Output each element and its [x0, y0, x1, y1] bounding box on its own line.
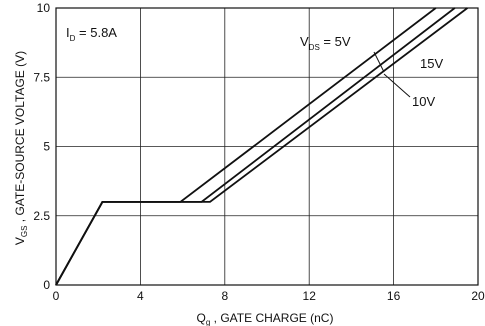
series-lines	[55, 7, 468, 286]
y-axis-label: VGS , GATE-SOURCE VOLTAGE (V)	[13, 51, 29, 245]
grid-lines	[55, 7, 479, 286]
series-line-15v	[55, 7, 468, 286]
series-pointer-10v	[383, 73, 411, 98]
x-tick-label: 12	[303, 289, 317, 303]
y-tick-label: 2.5	[33, 209, 50, 223]
y-tick-labels: 0 2.5 5 7.5 10	[33, 1, 50, 292]
series-label-15v: 15V	[420, 56, 443, 71]
x-tick-label: 8	[221, 289, 228, 303]
x-axis-label: Qg , GATE CHARGE (nC)	[197, 311, 334, 326]
id-annotation: ID = 5.8A	[66, 25, 117, 43]
series-pointer-5v	[373, 51, 385, 73]
x-tick-label: 4	[137, 289, 144, 303]
series-label-10v: 10V	[412, 94, 435, 109]
x-tick-label: 0	[53, 289, 60, 303]
y-tick-label: 7.5	[33, 70, 50, 84]
x-tick-labels: 0 4 8 12 16 20	[53, 289, 485, 303]
plot-frame	[55, 7, 479, 286]
y-tick-label: 0	[43, 278, 50, 292]
vds-annotation: VDS = 5V	[300, 34, 351, 52]
y-tick-label: 10	[37, 1, 51, 15]
x-tick-label: 20	[471, 289, 485, 303]
x-tick-label: 16	[387, 289, 401, 303]
y-tick-label: 5	[43, 140, 50, 154]
